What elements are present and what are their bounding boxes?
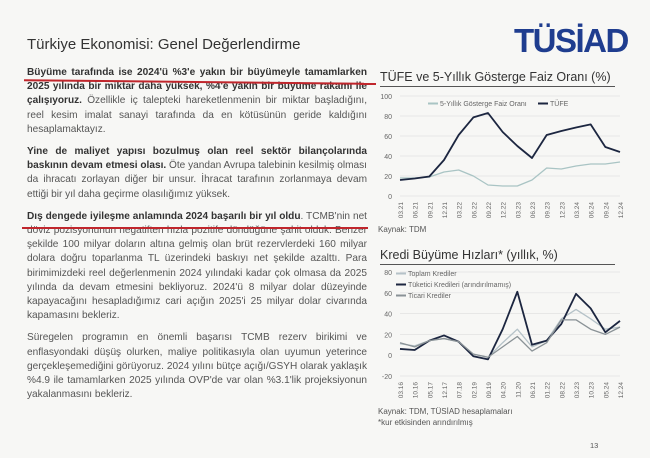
- x-tick-label: 06.23: [530, 202, 537, 219]
- x-tick-label: 06.22: [471, 202, 478, 219]
- x-tick-label: 02.19: [471, 382, 478, 399]
- growth-text: Özellikle iç talepteki hareketlenmenin b…: [27, 95, 367, 135]
- x-tick-label: 08.22: [559, 382, 566, 399]
- paragraph-growth: Büyüme tarafında ise 2024'ü %3'e yakın b…: [27, 66, 367, 137]
- x-tick-label: 09.21: [427, 202, 434, 219]
- x-tick-label: 12.21: [442, 202, 449, 219]
- y-tick-label: 60: [384, 291, 392, 298]
- x-tick-label: 09.24: [603, 202, 610, 219]
- tusiad-logo: TÜSİAD: [514, 22, 629, 59]
- paragraph-fiscal: Süregelen programın en önemli başarısı T…: [27, 332, 367, 401]
- legend-label: Tüketici Kredileri (arındırılmamış): [408, 282, 511, 289]
- page-number: 13: [590, 441, 599, 450]
- red-underline-3: [22, 227, 368, 229]
- paragraph-cost: Yine de maliyet yapısı bozulmuş olan ree…: [27, 145, 367, 202]
- legend-label: Toplam Krediler: [408, 271, 457, 278]
- series-line: [399, 319, 621, 358]
- x-tick-label: 10.16: [413, 382, 420, 399]
- x-tick-label: 12.24: [618, 382, 625, 399]
- x-tick-label: 12.17: [442, 382, 449, 399]
- x-tick-label: 03.21: [398, 202, 405, 219]
- series-line: [399, 308, 621, 358]
- chart1-title: TÜFE ve 5-Yıllık Gösterge Faiz Oranı (%): [380, 70, 615, 87]
- x-tick-label: 04.20: [501, 382, 508, 399]
- legend-label: TÜFE: [550, 100, 569, 108]
- chart2-source: Kaynak: TDM, TÜSİAD hesaplamaları: [378, 407, 513, 416]
- paragraph-external: Dış dengede iyileşme anlamında 2024 başa…: [27, 210, 367, 324]
- chart2-note: *kur etkisinden arındırılmış: [378, 418, 473, 427]
- chart2: -20 0 20 40 60 80 03.16 10.16 05.17 12.17 07.18 02.…: [382, 270, 625, 399]
- x-tick-label: 09.22: [486, 202, 493, 219]
- growth-highlight: Büyüme tarafında ise 2024'ü %3'e yakın b…: [27, 67, 367, 107]
- external-text: . TCMB'nin net döviz pozisyonunun negati…: [27, 210, 367, 322]
- x-tick-label: 12.22: [501, 202, 508, 219]
- y-tick-label: 0: [388, 353, 392, 360]
- cost-highlight: Yine de maliyet yapısı bozulmuş olan ree…: [27, 146, 367, 172]
- x-tick-label: 03.23: [574, 382, 581, 399]
- series-line: [399, 290, 621, 361]
- x-tick-label: 06.21: [530, 382, 537, 399]
- x-tick-label: 06.21: [413, 202, 420, 219]
- x-tick-label: 07.18: [457, 382, 464, 399]
- y-tick-label: 60: [384, 134, 392, 141]
- x-tick-label: 06.24: [589, 202, 596, 219]
- y-tick-label: 80: [384, 270, 392, 277]
- series-line: [400, 161, 621, 187]
- series-line: [399, 112, 621, 181]
- y-tick-label: 20: [384, 174, 392, 181]
- chart2-title: Kredi Büyüme Hızları* (yıllık, %): [380, 248, 615, 265]
- legend-label: 5-Yıllık Gösterge Faiz Oranı: [440, 101, 527, 108]
- x-tick-label: 03.23: [515, 202, 522, 219]
- y-tick-label: 40: [384, 312, 392, 319]
- x-tick-label: 03.16: [398, 382, 405, 399]
- x-tick-label: 03.24: [574, 202, 581, 219]
- chart1-source: Kaynak: TDM: [378, 225, 427, 234]
- x-tick-label: 05.24: [603, 382, 610, 399]
- external-highlight: Dış dengede iyileşme anlamında 2024 başa…: [27, 210, 301, 222]
- x-tick-label: 09.23: [545, 202, 552, 219]
- y-tick-label: -20: [382, 374, 392, 381]
- x-tick-label: 03.22: [457, 202, 464, 219]
- y-tick-label: 20: [384, 332, 392, 339]
- y-tick-label: 40: [384, 154, 392, 161]
- x-tick-label: 01.22: [545, 382, 552, 399]
- x-tick-label: 10.23: [589, 382, 596, 399]
- red-underline-2: [360, 83, 376, 85]
- y-tick-label: 100: [380, 94, 392, 101]
- page-title: Türkiye Ekonomisi: Genel Değerlendirme: [27, 36, 301, 53]
- chart1: 0 20 40 60 80 100 03.21 06.21 09.21 12.21 03.22 06.…: [380, 94, 625, 219]
- cost-text: Öte yandan Avrupa talebinin kesilmiş olm…: [27, 160, 367, 200]
- x-tick-label: 12.24: [618, 202, 625, 219]
- y-tick-label: 0: [388, 194, 392, 201]
- x-tick-label: 12.23: [559, 202, 566, 219]
- y-tick-label: 80: [384, 114, 392, 121]
- x-tick-label: 05.17: [427, 382, 434, 399]
- x-tick-label: 11.20: [515, 382, 522, 398]
- x-tick-label: 09.19: [486, 382, 493, 399]
- legend-label: Ticari Krediler: [408, 293, 452, 300]
- body-text: Büyüme tarafında ise 2024'ü %3'e yakın b…: [27, 66, 367, 410]
